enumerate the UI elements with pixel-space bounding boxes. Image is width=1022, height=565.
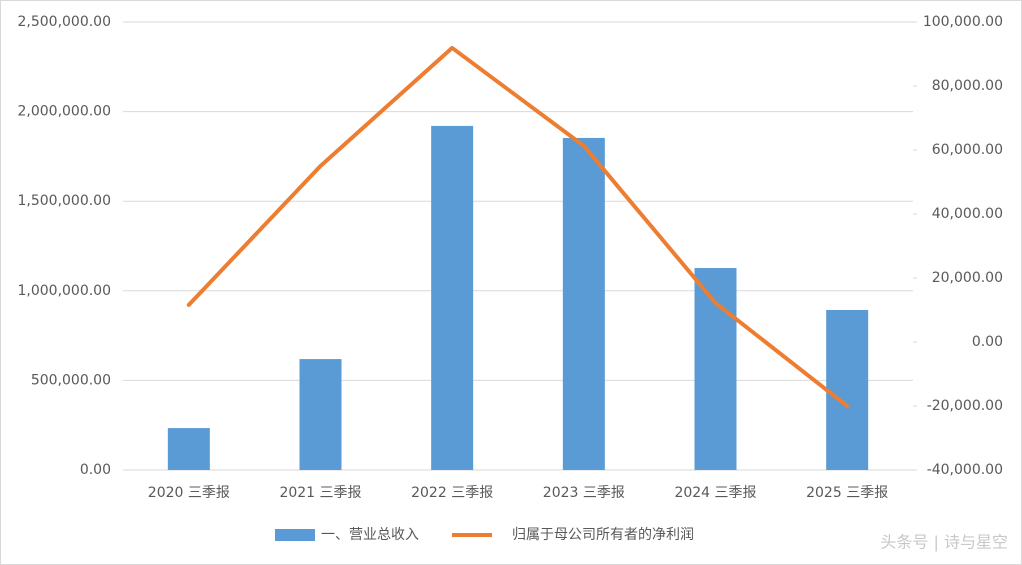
legend-swatch — [275, 529, 315, 541]
bar — [562, 137, 605, 471]
legend-label: 一、营业总收入 — [321, 527, 419, 543]
y2-tick-label: 80,000.00 — [932, 78, 1003, 94]
y-tick-label: 1,000,000.00 — [17, 283, 111, 299]
x-tick-label: 2022 三季报 — [411, 485, 493, 501]
y2-tick-label: -40,000.00 — [927, 462, 1003, 478]
y-tick-label: 2,000,000.00 — [17, 104, 111, 120]
legend-label: 归属于母公司所有者的净利润 — [512, 526, 694, 543]
bar — [431, 125, 474, 470]
bar — [826, 309, 869, 470]
x-tick-label: 2021 三季报 — [279, 485, 361, 501]
y-tick-label: 1,500,000.00 — [17, 193, 111, 209]
bar — [694, 268, 737, 470]
y2-tick-label: 20,000.00 — [932, 270, 1003, 286]
y2-tick-label: 0.00 — [972, 334, 1003, 350]
y-tick-label: 0.00 — [80, 462, 111, 478]
line — [186, 45, 850, 408]
x-tick-label: 2023 三季报 — [543, 485, 625, 501]
bar — [167, 428, 210, 470]
y2-tick-label: 40,000.00 — [932, 206, 1003, 222]
x-tick-label: 2020 三季报 — [148, 485, 230, 501]
x-tick-label: 2025 三季报 — [806, 485, 888, 501]
y-tick-label: 500,000.00 — [31, 372, 111, 388]
x-tick-label: 2024 三季报 — [674, 485, 756, 501]
y-tick-label: 2,500,000.00 — [17, 14, 111, 30]
y2-tick-label: 100,000.00 — [923, 14, 1003, 30]
y2-tick-label: -20,000.00 — [927, 398, 1003, 414]
bar — [299, 359, 342, 470]
y2-tick-label: 60,000.00 — [932, 142, 1003, 158]
watermark: 头条号 | 诗与星空 — [880, 533, 1008, 552]
